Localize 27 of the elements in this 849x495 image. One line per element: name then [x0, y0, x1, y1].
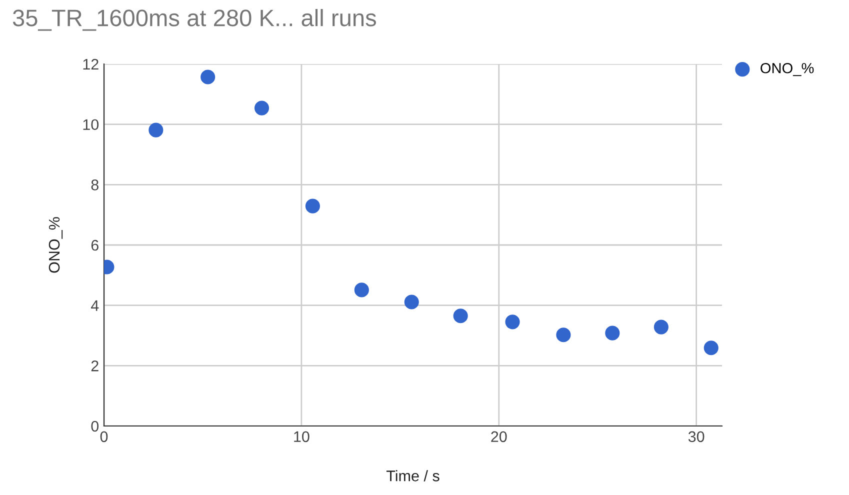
y-tick-label: 2	[91, 360, 98, 372]
point	[404, 294, 419, 310]
x-tick-label: 0	[100, 431, 108, 442]
point	[254, 100, 270, 116]
point	[453, 308, 468, 324]
y-tick-label: 6	[91, 240, 98, 251]
x-tick-label: 20	[491, 431, 507, 442]
x-tick-label: 30	[688, 431, 704, 442]
point	[200, 70, 216, 84]
y-tick-label: 12	[83, 58, 98, 70]
point	[605, 326, 620, 340]
point	[305, 198, 320, 214]
x-tick-label: 10	[294, 431, 310, 442]
point	[556, 328, 571, 342]
y-tick-label: 0	[91, 420, 99, 432]
y-axis-title: ONO_%	[48, 217, 63, 273]
point	[148, 122, 164, 138]
y-tick-label: 10	[83, 119, 99, 130]
chart-title: 35_TR_1600ms at 280 K... all runs	[12, 8, 376, 31]
point	[654, 320, 668, 334]
x-axis-title: Time / s	[386, 470, 440, 482]
point	[704, 340, 718, 356]
y-tick-label: 8	[91, 180, 98, 190]
y-tick-label: 4	[90, 300, 99, 311]
point	[354, 282, 369, 298]
legend-label: ONO_%	[760, 62, 814, 76]
point	[505, 314, 520, 330]
